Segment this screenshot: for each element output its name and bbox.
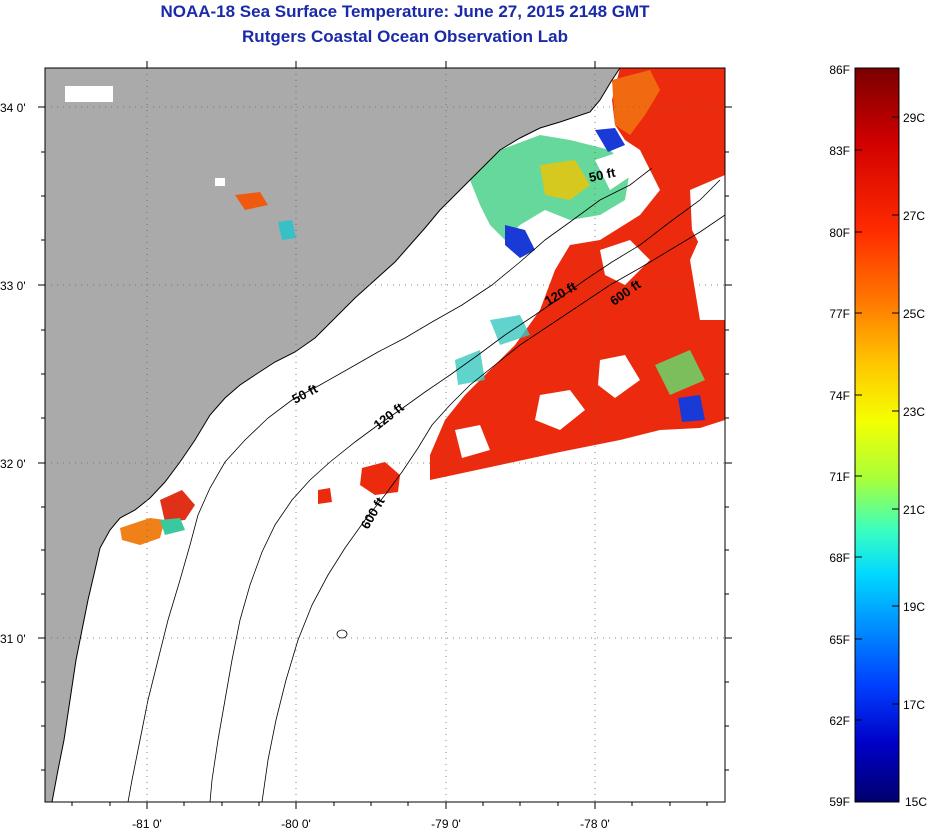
sst-cold-patch — [678, 395, 705, 422]
colorbar-c-label: 23C — [903, 405, 925, 419]
colorbar-f-label: 59F — [829, 795, 850, 809]
cloud-gap — [535, 390, 585, 430]
sst-coastal-patch — [160, 518, 185, 535]
coastline — [51, 68, 621, 802]
graticule — [45, 68, 725, 802]
lat-label: 32 0' — [0, 457, 26, 471]
lon-label: -80 0' — [281, 817, 311, 831]
lon-label: -81 0' — [132, 817, 162, 831]
colorbar-f-label: 86F — [829, 63, 850, 77]
isobath-600ft — [261, 214, 725, 802]
seamount-contour — [336, 629, 348, 639]
colorbar-f-label: 83F — [829, 144, 850, 158]
colorbar-c-label: 15C — [905, 795, 927, 809]
sst-coastal-patch — [160, 490, 195, 522]
isobath-label: 50 ft — [588, 165, 618, 185]
colorbar-f-label: 71F — [829, 470, 850, 484]
cloud-gap — [690, 175, 725, 255]
sst-orange-patch — [612, 70, 660, 135]
colorbar-f-label: 62F — [829, 714, 850, 728]
sst-cold-patch — [595, 128, 625, 152]
lat-label: 34 0' — [0, 101, 26, 115]
map-subtitle: Rutgers Coastal Ocean Observation Lab — [242, 27, 568, 46]
colorbar-c-label: 29C — [903, 111, 925, 125]
lon-label: -78 0' — [580, 817, 610, 831]
cloud-gap — [598, 355, 640, 398]
cloud-gap — [595, 150, 640, 190]
axis-ticks — [38, 61, 732, 809]
sst-mixed-band — [455, 350, 485, 385]
colorbar-f-label: 80F — [829, 226, 850, 240]
land-speck — [65, 86, 113, 102]
cloud-gap — [600, 240, 650, 285]
colorbar-f-label: 65F — [829, 633, 850, 647]
map-title: NOAA-18 Sea Surface Temperature: June 27… — [160, 2, 650, 21]
lake-patch — [235, 192, 268, 210]
colorbar-ticks — [855, 116, 899, 721]
land-mass — [45, 68, 620, 802]
lat-label: 31 0' — [0, 632, 26, 646]
lat-label: 33 0' — [0, 279, 26, 293]
sst-mixed-band — [490, 315, 530, 345]
sst-mixed-band — [655, 350, 705, 395]
colorbar — [854, 67, 900, 803]
land-speck — [215, 178, 225, 186]
isobath-50ft — [127, 167, 653, 802]
lake-patch — [278, 220, 296, 240]
sst-cold-patch — [505, 225, 535, 258]
colorbar-f-label: 77F — [829, 307, 850, 321]
isobath-120ft — [209, 179, 721, 802]
sst-warm-patch — [318, 488, 332, 504]
colorbar-c-label: 25C — [903, 307, 925, 321]
colorbar-f-label: 74F — [829, 389, 850, 403]
lon-label: -79 0' — [431, 817, 461, 831]
sst-mixed-band — [540, 160, 590, 200]
sst-warm-patch — [360, 462, 400, 495]
cloud-gap — [455, 425, 490, 458]
colorbar-c-label: 19C — [903, 600, 925, 614]
colorbar-c-label: 17C — [903, 698, 925, 712]
sst-coastal-patch — [120, 518, 165, 545]
colorbar-f-label: 68F — [829, 551, 850, 565]
map-frame — [44, 67, 726, 803]
colorbar-c-label: 27C — [903, 209, 925, 223]
sst-warm-region — [430, 68, 725, 480]
colorbar-c-label: 21C — [903, 503, 925, 517]
